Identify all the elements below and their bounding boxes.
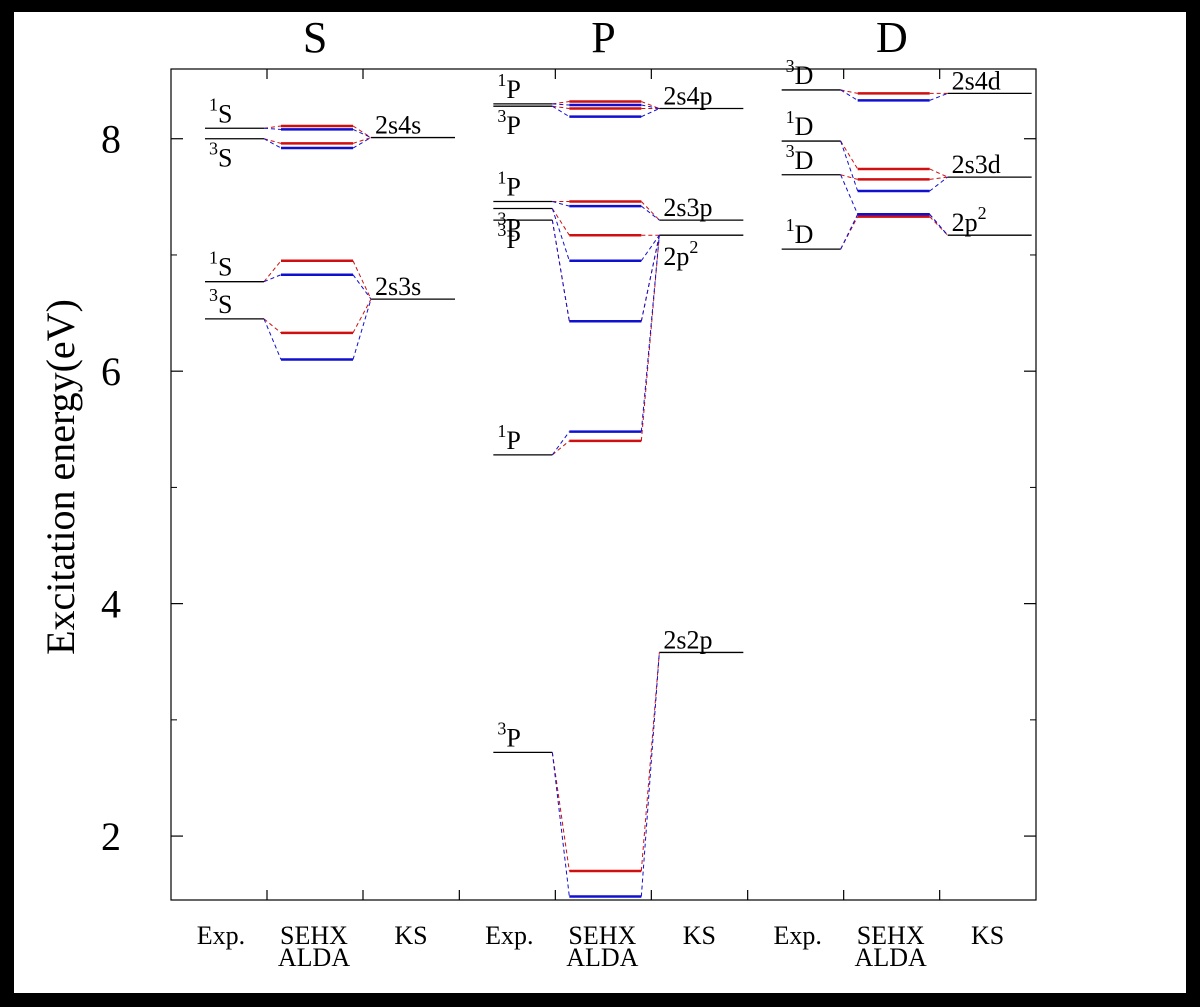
column-label-exp: Exp. xyxy=(773,921,821,950)
dash-sehx-ks xyxy=(640,652,660,871)
dash-exp-alda xyxy=(551,752,570,897)
dash-alda-ks xyxy=(641,205,660,221)
dash-exp-sehx xyxy=(263,260,282,283)
dash-exp-sehx xyxy=(263,125,282,129)
column-label-alda: ALDA xyxy=(566,943,638,972)
dash-sehx-ks xyxy=(352,125,372,138)
dash-alda-ks xyxy=(352,298,372,360)
dash-sehx-ks xyxy=(641,101,660,109)
dash-alda-ks xyxy=(352,137,372,149)
ks-label: 2p2 xyxy=(663,237,698,271)
dash-exp-alda xyxy=(552,103,570,106)
dash-exp-alda xyxy=(552,201,570,207)
exp-term-label: 1D xyxy=(786,107,814,141)
exp-term-label: 1P xyxy=(497,421,520,455)
dash-sehx-ks xyxy=(640,201,660,221)
dash-sehx-ks xyxy=(929,176,948,180)
dash-exp-sehx xyxy=(840,140,859,170)
dash-exp-alda xyxy=(840,214,859,250)
dash-exp-sehx xyxy=(552,101,570,105)
dash-sehx-ks xyxy=(352,137,372,144)
dash-exp-alda xyxy=(263,274,282,283)
column-label-sehx: SEHX xyxy=(857,921,925,950)
dash-exp-alda xyxy=(551,431,570,456)
exp-term-label: 3P xyxy=(497,106,520,140)
exp-term-label: 3P xyxy=(497,220,520,254)
dash-exp-sehx xyxy=(263,318,282,334)
dash-alda-ks xyxy=(640,235,660,322)
column-label-ks: KS xyxy=(971,921,1004,950)
ks-label: 2s3s xyxy=(375,272,421,301)
dash-sehx-ks xyxy=(352,260,372,300)
ks-label: 2s3p xyxy=(663,193,712,222)
ks-label: 2s4p xyxy=(663,82,712,111)
dash-alda-ks xyxy=(640,652,660,897)
dash-exp-sehx xyxy=(552,105,570,110)
column-label-alda: ALDA xyxy=(278,943,350,972)
column-label-sehx: SEHX xyxy=(280,921,348,950)
dash-exp-alda xyxy=(551,220,570,322)
dash-exp-sehx xyxy=(263,138,282,144)
exp-term-label: 3D xyxy=(786,141,814,175)
dash-exp-alda xyxy=(263,127,282,130)
dash-exp-alda xyxy=(840,89,858,101)
dash-alda-ks xyxy=(352,128,372,139)
dash-exp-alda xyxy=(263,138,282,149)
exp-term-label: 3S xyxy=(209,285,232,319)
dash-alda-ks xyxy=(640,234,660,262)
dash-alda-ks xyxy=(641,108,660,118)
dash-alda-ks xyxy=(929,176,948,192)
panel-title-S: S xyxy=(303,13,327,62)
exp-term-label: 3D xyxy=(786,56,814,90)
dash-exp-alda xyxy=(551,208,570,261)
plot-frame xyxy=(170,68,1037,901)
exp-term-label: 1D xyxy=(786,215,814,249)
dash-alda-ks xyxy=(640,235,660,432)
y-tick-label-0: 2 xyxy=(101,814,121,859)
dash-exp-sehx xyxy=(840,89,858,94)
dash-exp-sehx xyxy=(552,440,570,456)
y-tick-label-1: 4 xyxy=(101,582,121,627)
dash-alda-ks xyxy=(929,213,949,236)
dash-exp-alda xyxy=(263,318,282,360)
dash-exp-alda xyxy=(840,174,859,215)
column-label-ks: KS xyxy=(683,921,716,950)
exp-term-label: 1S xyxy=(209,248,232,282)
column-label-sehx: SEHX xyxy=(568,921,636,950)
column-label-alda: ALDA xyxy=(855,943,927,972)
panel-title-D: D xyxy=(876,13,908,62)
exp-term-label: 3P xyxy=(497,718,520,752)
exp-term-label: 1P xyxy=(497,167,520,201)
dash-exp-sehx xyxy=(840,216,859,250)
exp-term-label: 1S xyxy=(209,94,232,128)
y-tick-label-2: 6 xyxy=(101,349,121,394)
panel-title-P: P xyxy=(591,13,615,62)
ks-label: 2s4s xyxy=(375,111,421,140)
figure-frame: Excitation energy(eV) 2 4 6 8 S Exp. SEHX ALDA K… xyxy=(14,12,1186,993)
exp-term-label: 1P xyxy=(497,70,520,104)
ks-label: 2s2p xyxy=(663,625,712,654)
dash-alda-ks xyxy=(929,92,948,101)
dash-sehx-ks xyxy=(929,168,948,178)
dash-sehx-ks xyxy=(352,298,372,334)
dash-exp-alda xyxy=(552,105,570,118)
dash-exp-sehx xyxy=(840,174,858,180)
ks-label: 2s3d xyxy=(952,150,1001,179)
dash-alda-ks xyxy=(641,104,660,110)
ks-label: 2p2 xyxy=(952,203,987,237)
column-label-exp: Exp. xyxy=(485,921,533,950)
exp-term-label: 3P xyxy=(497,208,520,242)
y-axis-label: Excitation energy(eV) xyxy=(38,299,83,655)
y-tick-label-3: 8 xyxy=(101,117,121,162)
dash-exp-sehx xyxy=(551,208,570,236)
dash-exp-alda xyxy=(840,140,859,192)
exp-term-label: 3S xyxy=(209,139,232,173)
ks-label: 2s4d xyxy=(952,66,1001,95)
column-label-exp: Exp. xyxy=(197,921,245,950)
dash-exp-sehx xyxy=(551,752,570,872)
dash-alda-ks xyxy=(352,274,372,300)
column-label-ks: KS xyxy=(394,921,427,950)
